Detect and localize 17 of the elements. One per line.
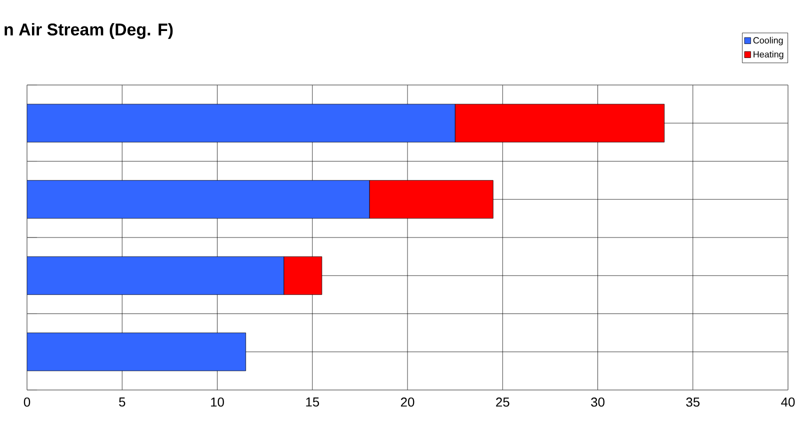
bar — [27, 256, 284, 295]
legend-label: Heating — [754, 50, 784, 60]
x-tick-label: 5 — [119, 398, 126, 407]
x-tick-label: 10 — [211, 398, 224, 407]
bar — [284, 256, 322, 295]
bar — [27, 180, 370, 219]
x-tick-label: 40 — [781, 398, 795, 407]
bar — [27, 104, 456, 142]
x-tick-label: 0 — [24, 398, 30, 407]
legend-label: Cooling — [753, 36, 783, 46]
x-tick-label: 35 — [686, 398, 700, 407]
x-tick-label: 15 — [306, 398, 320, 407]
x-tick-label: 20 — [400, 398, 414, 407]
x-tick-label: 30 — [591, 398, 604, 407]
chart-title: n Air Stream (Deg. F) — [4, 23, 173, 39]
x-tick-label: 25 — [496, 398, 510, 407]
bar — [27, 332, 246, 372]
